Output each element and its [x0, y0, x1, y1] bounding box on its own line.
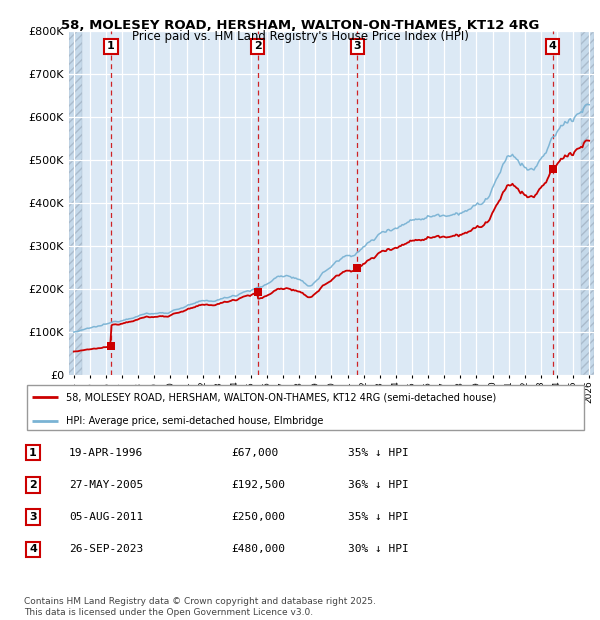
Text: 35% ↓ HPI: 35% ↓ HPI	[348, 512, 409, 522]
Bar	[69, 31, 82, 375]
Text: £480,000: £480,000	[231, 544, 285, 554]
Text: HPI: Average price, semi-detached house, Elmbridge: HPI: Average price, semi-detached house,…	[66, 415, 323, 426]
Bar	[581, 31, 594, 375]
Text: 2: 2	[29, 480, 37, 490]
Text: 4: 4	[549, 42, 557, 51]
Text: £192,500: £192,500	[231, 480, 285, 490]
Text: 05-AUG-2011: 05-AUG-2011	[69, 512, 143, 522]
Text: £67,000: £67,000	[231, 448, 278, 458]
Text: 19-APR-1996: 19-APR-1996	[69, 448, 143, 458]
Text: £250,000: £250,000	[231, 512, 285, 522]
Text: Contains HM Land Registry data © Crown copyright and database right 2025.
This d: Contains HM Land Registry data © Crown c…	[24, 598, 376, 617]
Text: 30% ↓ HPI: 30% ↓ HPI	[348, 544, 409, 554]
FancyBboxPatch shape	[27, 385, 584, 430]
Text: 2: 2	[254, 42, 262, 51]
Text: 4: 4	[29, 544, 37, 554]
Text: 27-MAY-2005: 27-MAY-2005	[69, 480, 143, 490]
Text: Price paid vs. HM Land Registry's House Price Index (HPI): Price paid vs. HM Land Registry's House …	[131, 30, 469, 43]
Text: 1: 1	[29, 448, 37, 458]
Text: 3: 3	[29, 512, 37, 522]
Text: 1: 1	[107, 42, 115, 51]
Text: 58, MOLESEY ROAD, HERSHAM, WALTON-ON-THAMES, KT12 4RG (semi-detached house): 58, MOLESEY ROAD, HERSHAM, WALTON-ON-THA…	[66, 392, 497, 402]
Text: 3: 3	[353, 42, 361, 51]
Text: 26-SEP-2023: 26-SEP-2023	[69, 544, 143, 554]
Text: 35% ↓ HPI: 35% ↓ HPI	[348, 448, 409, 458]
Text: 58, MOLESEY ROAD, HERSHAM, WALTON-ON-THAMES, KT12 4RG: 58, MOLESEY ROAD, HERSHAM, WALTON-ON-THA…	[61, 19, 539, 32]
Text: 36% ↓ HPI: 36% ↓ HPI	[348, 480, 409, 490]
